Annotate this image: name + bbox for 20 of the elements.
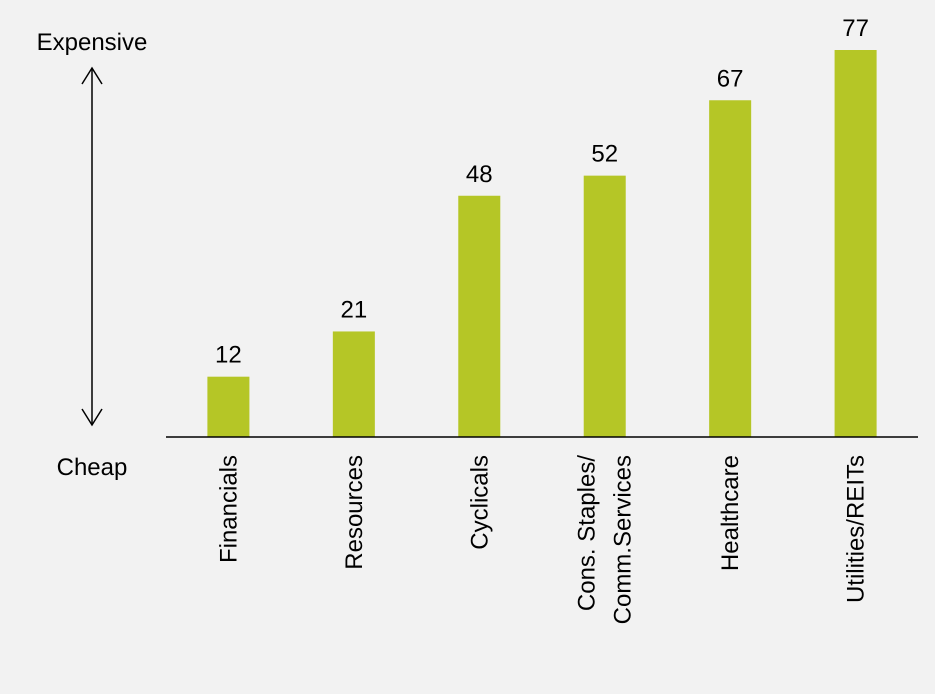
- data-label: 67: [716, 65, 744, 92]
- x-tick-label: Utilities/REITs: [842, 455, 870, 604]
- bar: [207, 376, 250, 437]
- data-label: 52: [591, 140, 618, 168]
- x-tick-label: Healthcare: [717, 455, 744, 572]
- bar: [834, 50, 877, 437]
- bar: [709, 100, 752, 437]
- text: Cheap: [56, 454, 128, 481]
- text: Expensive: [36, 29, 148, 56]
- x-tick-label: Resources: [340, 455, 368, 570]
- bar: [332, 331, 375, 437]
- x-tick-label: Cyclicals: [466, 455, 494, 550]
- data-label: 12: [215, 342, 242, 369]
- x-tick-label: Cons. Staples/ Comm.Services: [574, 454, 637, 624]
- bar: [584, 176, 626, 437]
- bar: [458, 196, 500, 437]
- data-label: 21: [340, 296, 368, 324]
- data-label: 77: [842, 15, 869, 42]
- data-label: 48: [466, 160, 493, 188]
- x-tick-label: Financials: [215, 455, 242, 564]
